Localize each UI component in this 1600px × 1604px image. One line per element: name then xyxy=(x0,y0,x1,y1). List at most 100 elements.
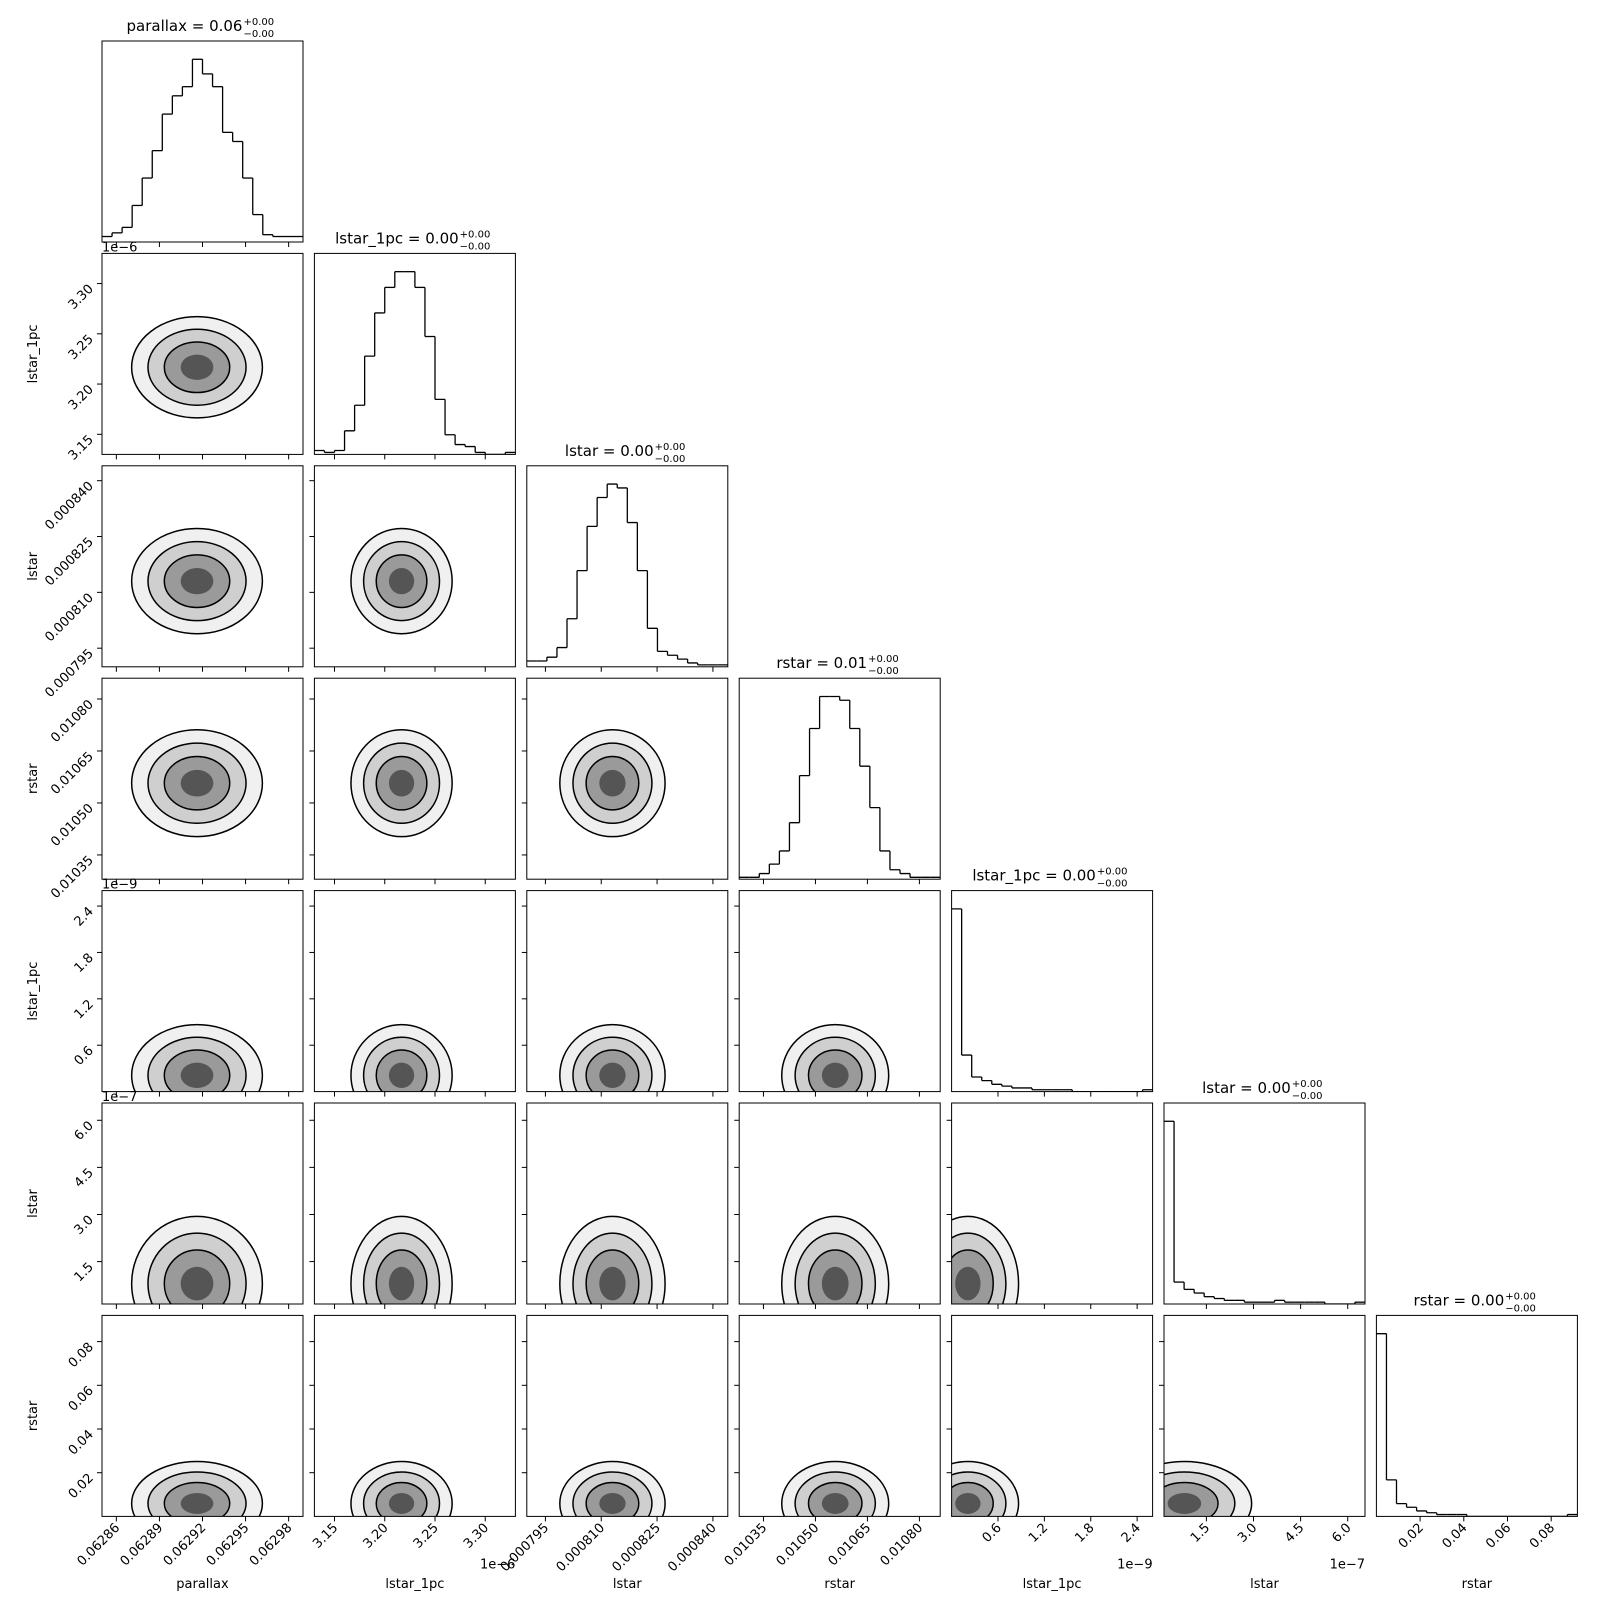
panel xyxy=(130,1023,264,1092)
axes-frame xyxy=(313,1314,516,1517)
y-tick-label: 0.000795 xyxy=(42,646,96,700)
x-tick-label: 0.06295 xyxy=(204,1521,253,1570)
panel xyxy=(314,271,516,455)
panel xyxy=(559,1215,666,1304)
x-tick-label: 3.15 xyxy=(310,1521,341,1552)
x-tick-label: 0.01065 xyxy=(826,1521,875,1570)
title: lstar = 0.00 xyxy=(565,442,654,460)
panel xyxy=(781,1023,890,1092)
y-tick-label: 3.30 xyxy=(66,282,97,313)
panel xyxy=(559,728,666,838)
panel xyxy=(350,527,453,635)
title-plus: +0.00 xyxy=(243,17,274,28)
hist-step xyxy=(1173,1121,1356,1304)
axes-frame xyxy=(313,1102,516,1305)
title-plus: +0.00 xyxy=(1292,1079,1323,1090)
y-tick-label: 1.8 xyxy=(72,951,97,976)
axes-frame xyxy=(951,890,1154,1093)
x-tick-label: 0.01080 xyxy=(878,1521,927,1570)
panel xyxy=(739,695,941,878)
axes-frame xyxy=(313,252,516,455)
panel xyxy=(130,1460,264,1517)
title: lstar = 0.00 xyxy=(1202,1079,1291,1097)
title: rstar = 0.01 xyxy=(776,654,867,672)
x-tick-label: 1.2 xyxy=(1026,1521,1051,1546)
density xyxy=(180,567,214,595)
title-minus: −0.00 xyxy=(655,454,686,465)
y-tick-label: 0.04 xyxy=(66,1427,97,1458)
density xyxy=(1167,1492,1202,1514)
panel xyxy=(130,1215,264,1304)
hist-step xyxy=(111,59,274,237)
axes-frame xyxy=(1163,1314,1366,1517)
x-offset: 1e−9 xyxy=(1117,1557,1152,1572)
panel xyxy=(1376,1333,1578,1517)
y-tick-label: 3.25 xyxy=(66,332,97,363)
title-minus: −0.00 xyxy=(460,241,491,252)
panel xyxy=(951,1215,1020,1304)
axes-frame xyxy=(526,890,729,1093)
title-plus: +0.00 xyxy=(460,229,491,240)
axes-frame xyxy=(951,1102,1154,1305)
y-tick-label: 0.6 xyxy=(72,1043,97,1068)
x-tick-label: 6.0 xyxy=(1329,1521,1354,1546)
x-axis-label: lstar_1pc xyxy=(1023,1577,1082,1592)
y-tick-label: 6.0 xyxy=(72,1118,97,1143)
panel xyxy=(781,1460,890,1517)
panel xyxy=(781,1215,890,1304)
title-plus: +0.00 xyxy=(1097,867,1128,878)
title-minus: −0.00 xyxy=(1097,879,1128,890)
axes-frame xyxy=(526,1102,729,1305)
x-tick-label: 0.01035 xyxy=(722,1521,771,1570)
axes-frame xyxy=(526,465,729,668)
y-axis-label: lstar_1pc xyxy=(26,324,41,383)
density xyxy=(599,1492,626,1514)
x-tick-label: 3.30 xyxy=(461,1521,492,1552)
x-tick-label: 1.8 xyxy=(1072,1521,1097,1546)
y-tick-label: 0.000810 xyxy=(42,591,96,645)
y-offset: 1e−6 xyxy=(102,240,137,255)
y-tick-label: 0.01050 xyxy=(48,801,97,850)
axes-frame xyxy=(1375,1314,1578,1517)
x-axis-label: lstar xyxy=(613,1577,642,1592)
panel xyxy=(350,1023,453,1092)
x-tick-label: 2.4 xyxy=(1119,1521,1144,1546)
x-offset: 1e−6 xyxy=(480,1557,515,1572)
x-tick-label: 0.01050 xyxy=(774,1521,823,1570)
hist-step xyxy=(1385,1333,1568,1517)
hist-step xyxy=(546,484,699,665)
axes-frame xyxy=(313,465,516,668)
title: lstar_1pc = 0.00 xyxy=(335,229,459,248)
axes-frame xyxy=(313,890,516,1093)
x-offset: 1e−7 xyxy=(1330,1557,1365,1572)
density xyxy=(599,769,626,797)
y-tick-label: 1.2 xyxy=(72,997,97,1022)
panel xyxy=(1164,1120,1365,1304)
x-tick-label: 0.02 xyxy=(1396,1521,1427,1552)
title-minus: −0.00 xyxy=(243,29,274,40)
density xyxy=(388,1062,415,1088)
panel xyxy=(1164,1460,1253,1517)
panel xyxy=(559,1460,666,1517)
panel xyxy=(951,908,1153,1092)
axes-frame xyxy=(526,677,729,880)
density xyxy=(388,567,415,595)
density xyxy=(388,1492,415,1514)
x-tick-label: 0.08 xyxy=(1527,1521,1558,1552)
y-tick-label: 3.20 xyxy=(66,382,97,413)
density xyxy=(180,1062,214,1088)
y-axis-label: rstar xyxy=(26,763,41,794)
y-tick-label: 4.5 xyxy=(72,1166,97,1191)
y-tick-label: 2.4 xyxy=(72,904,97,929)
x-tick-label: 0.06292 xyxy=(161,1521,210,1570)
axes-frame xyxy=(738,1314,941,1517)
x-tick-label: 0.000840 xyxy=(665,1521,719,1575)
density xyxy=(821,1492,849,1514)
axes-frame xyxy=(951,1314,1154,1517)
hist-step xyxy=(961,908,1144,1092)
x-tick-label: 4.5 xyxy=(1282,1521,1307,1546)
hist-step xyxy=(758,696,911,878)
title-plus: +0.00 xyxy=(655,442,686,453)
axes-frame xyxy=(738,890,941,1093)
